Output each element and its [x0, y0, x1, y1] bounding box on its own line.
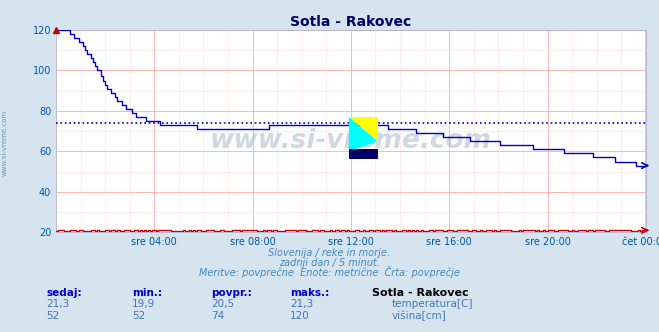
Text: povpr.:: povpr.:: [211, 288, 252, 298]
Text: www.si-vreme.com: www.si-vreme.com: [210, 128, 492, 154]
Text: Sotla - Rakovec: Sotla - Rakovec: [372, 288, 469, 298]
Text: min.:: min.:: [132, 288, 162, 298]
Text: zadnji dan / 5 minut.: zadnji dan / 5 minut.: [279, 258, 380, 268]
Text: www.si-vreme.com: www.si-vreme.com: [2, 110, 8, 176]
Text: 19,9: 19,9: [132, 299, 155, 309]
Text: 52: 52: [132, 311, 145, 321]
Text: višina[cm]: višina[cm]: [392, 311, 447, 321]
Text: Meritve: povprečne  Enote: metrične  Črta: povprečje: Meritve: povprečne Enote: metrične Črta:…: [199, 266, 460, 278]
Bar: [349, 149, 378, 159]
Text: 120: 120: [290, 311, 310, 321]
Text: 21,3: 21,3: [46, 299, 69, 309]
Text: maks.:: maks.:: [290, 288, 330, 298]
Text: temperatura[C]: temperatura[C]: [392, 299, 474, 309]
Text: Slovenija / reke in morje.: Slovenija / reke in morje.: [268, 248, 391, 258]
Text: 21,3: 21,3: [290, 299, 313, 309]
Title: Sotla - Rakovec: Sotla - Rakovec: [291, 15, 411, 29]
Text: sedaj:: sedaj:: [46, 288, 82, 298]
Polygon shape: [349, 117, 378, 141]
Text: 20,5: 20,5: [211, 299, 234, 309]
Polygon shape: [349, 117, 378, 151]
Text: 52: 52: [46, 311, 59, 321]
Text: 74: 74: [211, 311, 224, 321]
